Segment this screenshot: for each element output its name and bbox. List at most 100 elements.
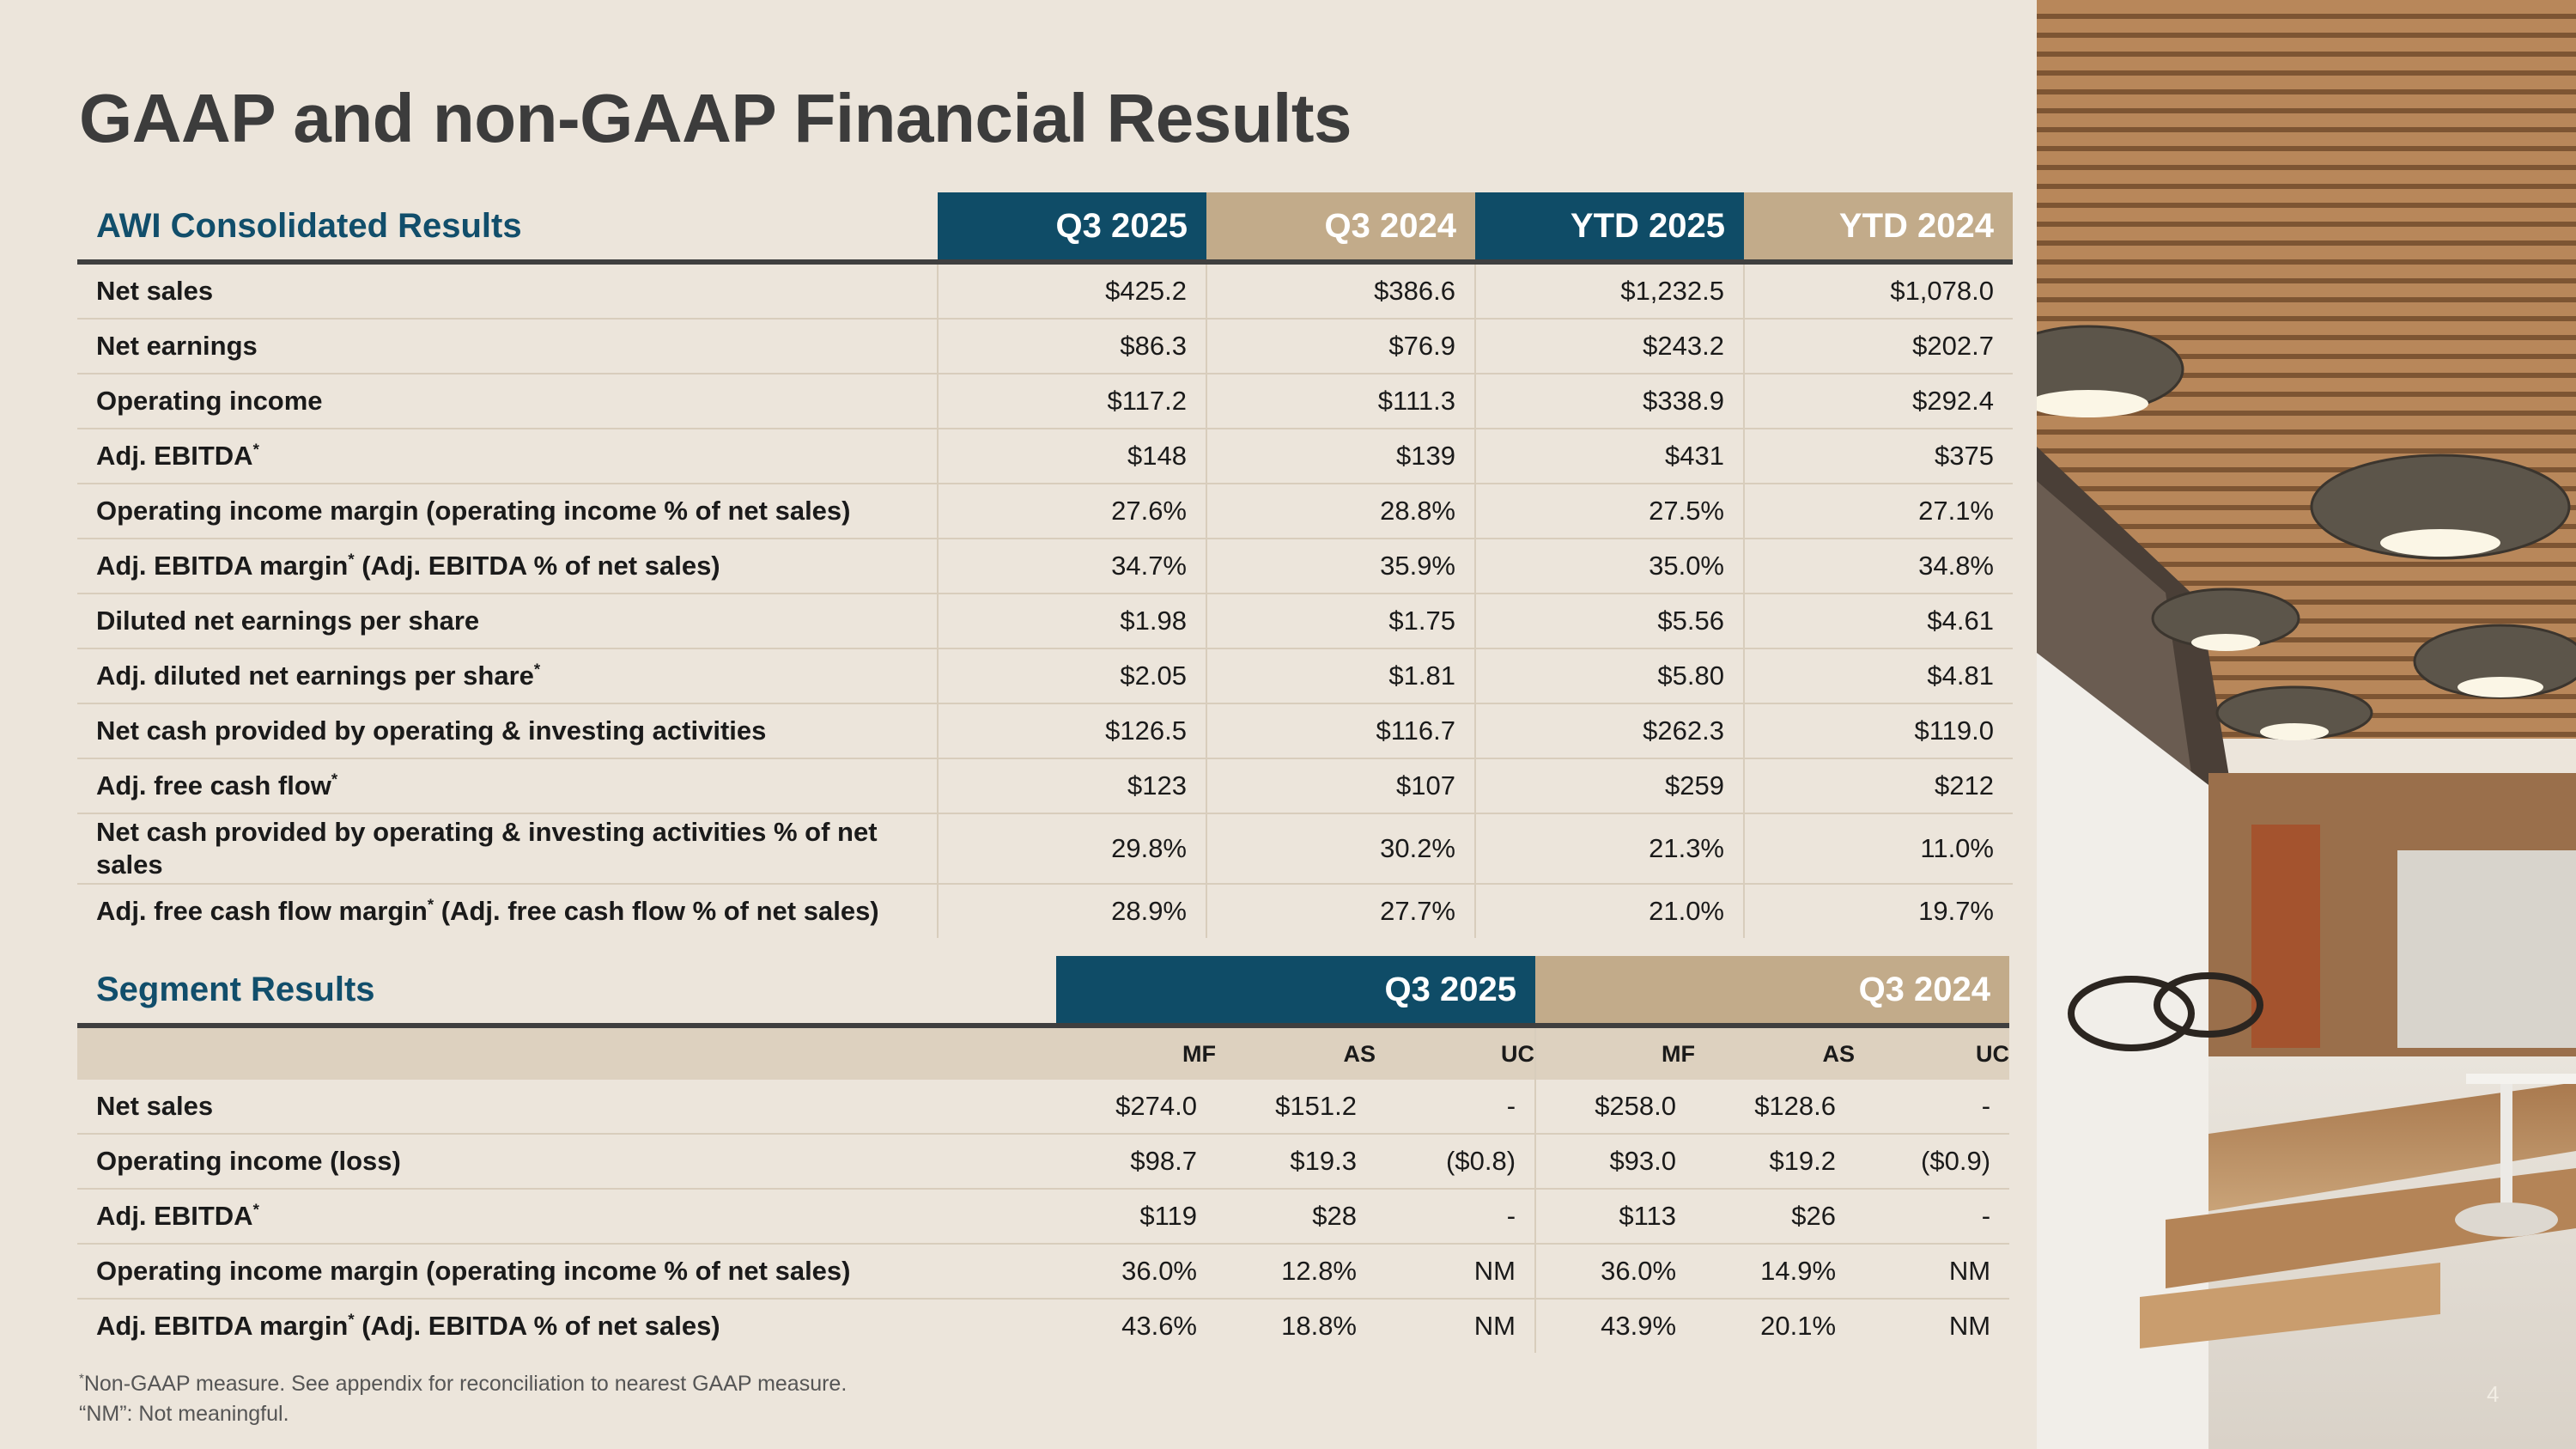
cell-value: $338.9 [1474,374,1744,429]
asterisk-marker: * [252,440,259,459]
cell-value: 35.9% [1206,539,1475,594]
cell-value: $258.0 [1534,1080,1696,1135]
cell-value: $202.7 [1743,319,2013,374]
table-row: Diluted net earnings per share $1.98 $1.… [77,594,2013,649]
cell-value: $1,078.0 [1743,262,2013,320]
cell-value: $123 [937,758,1206,814]
cell-value: $126.5 [937,703,1206,759]
cell-value: 27.1% [1743,484,2013,539]
cell-value: 11.0% [1743,813,2013,885]
table-row: Adj. EBITDA* $148 $139 $431 $375 [77,429,2013,484]
cell-value: $2.05 [937,648,1206,704]
cell-value: $93.0 [1534,1134,1696,1190]
consolidated-header-row: AWI Consolidated Results Q3 2025 Q3 2024… [77,192,2013,262]
table-row: Operating income (loss) $98.7 $19.3 ($0.… [77,1134,2010,1190]
row-label: Adj. EBITDA* [77,1189,1056,1245]
cell-value: $111.3 [1206,374,1475,429]
subheader-spacer [77,1026,1056,1080]
row-label: Operating income margin (operating incom… [77,1244,1056,1300]
cell-value: $5.56 [1474,594,1744,649]
asterisk-marker: * [427,895,434,914]
row-label: Net sales [77,1080,1056,1135]
subheader-mf: MF [1056,1026,1216,1080]
cell-value: 12.8% [1216,1244,1376,1300]
table-row: Net sales $274.0 $151.2 - $258.0 $128.6 … [77,1080,2010,1135]
cell-value: $386.6 [1206,262,1475,320]
cell-value: ($0.9) [1855,1134,2010,1190]
row-label: Net cash provided by operating & investi… [77,813,938,885]
row-label: Operating income margin (operating incom… [77,484,938,539]
cell-value: $431 [1474,429,1744,484]
cell-value: 34.8% [1743,539,2013,594]
subheader-as: AS [1216,1026,1376,1080]
row-label: Diluted net earnings per share [77,594,938,649]
cell-value: 18.8% [1281,1311,1357,1341]
cell-value: $5.80 [1474,648,1744,704]
cell-value: $116.7 [1206,703,1475,759]
cell-value: 43.6% [1121,1311,1197,1341]
cell-value: 27.5% [1474,484,1744,539]
subheader-uc: UC [1855,1026,2010,1080]
footnote-nongaap: *Non-GAAP measure. See appendix for reco… [79,1371,848,1396]
cell-value: 19.7% [1743,884,2013,938]
cell-value: 43.9% [1534,1299,1696,1353]
cell-value: $119.0 [1743,703,2013,759]
cell-value: $425.2 [937,262,1206,320]
cell-value: $19.2 [1695,1134,1856,1190]
cell-value: NM [1855,1244,2010,1300]
row-label: Adj. EBITDA margin* (Adj. EBITDA % of ne… [77,539,938,594]
table-row: Adj. diluted net earnings per share* $2.… [77,648,2013,704]
consolidated-heading: AWI Consolidated Results [96,206,522,245]
row-label: Adj. free cash flow margin* (Adj. free c… [96,895,879,926]
cell-value: $292.4 [1743,374,2013,429]
cell-value: 35.0% [1474,539,1744,594]
cell-value: 20.1% [1760,1311,1837,1341]
table-row: Adj. EBITDA* $119 $28 - $113 $26 - [77,1189,2010,1245]
subheader-as: AS [1695,1026,1856,1080]
row-label: Operating income (loss) [77,1134,1056,1190]
cell-value: $28 [1216,1189,1376,1245]
asterisk-marker: * [533,660,541,679]
cell-value: 21.3% [1474,813,1744,885]
cell-value: 27.6% [937,484,1206,539]
cell-value: 28.8% [1206,484,1475,539]
cell-value: NM [1473,1311,1516,1341]
row-label: Adj. free cash flow* [77,758,938,814]
cell-value: 27.7% [1206,884,1475,938]
col-header-ytd-2025: YTD 2025 [1475,192,1744,262]
cell-value: $262.3 [1474,703,1744,759]
cell-value: NM [1376,1244,1536,1300]
asterisk-marker: * [348,1310,355,1329]
cell-value: - [1376,1080,1536,1135]
cell-value: - [1376,1189,1536,1245]
cell-value: 28.9% [937,884,1206,938]
col-header-q3-2025: Q3 2025 [938,192,1206,262]
row-label: Adj. EBITDA* [77,429,938,484]
table-row: Net earnings $86.3 $76.9 $243.2 $202.7 [77,319,2013,374]
cell-value: $274.0 [1056,1080,1216,1135]
cell-value: $151.2 [1216,1080,1376,1135]
cell-value: $1.98 [937,594,1206,649]
col-header-ytd-2024: YTD 2024 [1744,192,2013,262]
subheader-mf: MF [1534,1026,1696,1080]
cell-value: 36.0% [1534,1244,1696,1300]
cell-value: $4.81 [1743,648,2013,704]
segment-subheader-row: MF AS UC MF AS UC [77,1026,2010,1080]
row-label: Net cash provided by operating & investi… [77,703,938,759]
cell-value: $113 [1534,1189,1696,1245]
cell-value: $86.3 [937,319,1206,374]
row-label: Adj. EBITDA margin* (Adj. EBITDA % of ne… [96,1310,720,1341]
cell-value: $1.75 [1206,594,1475,649]
cell-value: 29.8% [937,813,1206,885]
row-label: Adj. diluted net earnings per share* [77,648,938,704]
cell-value: $1,232.5 [1474,262,1744,320]
table-row: Adj. EBITDA margin* (Adj. EBITDA % of ne… [77,1299,2009,1353]
cell-value: $128.6 [1695,1080,1856,1135]
col-header-q3-2024: Q3 2024 [1206,192,1475,262]
table-row: Operating income margin (operating incom… [77,1244,2010,1300]
cell-value: 30.2% [1206,813,1475,885]
footnote-nm: “NM”: Not meaningful. [79,1402,289,1426]
page-number: 4 [2487,1381,2500,1407]
row-label: Net earnings [77,319,938,374]
table-row: Net cash provided by operating & investi… [77,813,2013,885]
